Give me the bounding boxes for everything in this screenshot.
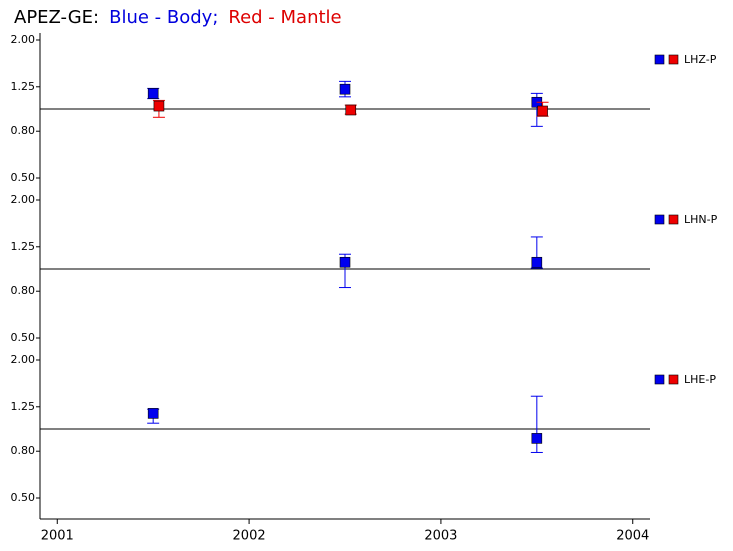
legend-label: LHN-P bbox=[684, 213, 718, 226]
point bbox=[147, 408, 159, 419]
point bbox=[339, 83, 351, 95]
point bbox=[153, 100, 165, 112]
y-tick-label: 1.25 bbox=[11, 240, 36, 253]
legend-label: LHE-P bbox=[684, 373, 716, 386]
legend-label: LHZ-P bbox=[684, 53, 717, 66]
title-part: Red - Mantle bbox=[228, 7, 341, 28]
y-tick-label: 0.80 bbox=[11, 444, 36, 457]
y-tick-label: 0.80 bbox=[11, 124, 36, 137]
y-tick-label: 2.00 bbox=[11, 353, 36, 366]
x-tick-label: 2001 bbox=[41, 529, 74, 544]
point bbox=[345, 104, 357, 116]
x-tick-label: 2003 bbox=[424, 529, 457, 544]
y-tick-label: 0.50 bbox=[11, 491, 36, 504]
legend-swatch bbox=[654, 214, 665, 225]
legend-swatch bbox=[654, 54, 665, 65]
point bbox=[339, 256, 351, 268]
legend-swatch bbox=[668, 214, 679, 225]
point bbox=[537, 105, 548, 117]
point bbox=[531, 433, 543, 444]
point bbox=[531, 256, 543, 268]
legend-swatch bbox=[654, 374, 665, 385]
x-tick-label: 2002 bbox=[233, 529, 266, 544]
legend-swatch bbox=[668, 374, 679, 385]
y-tick-label: 1.25 bbox=[11, 400, 36, 413]
point bbox=[147, 88, 159, 99]
x-tick-label: 2004 bbox=[616, 529, 649, 544]
y-tick-label: 0.80 bbox=[11, 284, 36, 297]
title-part: APEZ-GE: bbox=[14, 7, 99, 28]
legend-swatch bbox=[668, 54, 679, 65]
title-part: Blue - Body; bbox=[109, 7, 218, 28]
y-tick-label: 2.00 bbox=[11, 193, 36, 206]
chart-title: APEZ-GE: Blue - Body; Red - Mantle bbox=[14, 7, 342, 28]
y-tick-label: 0.50 bbox=[11, 171, 36, 184]
y-tick-label: 0.50 bbox=[11, 331, 36, 344]
y-tick-label: 2.00 bbox=[11, 33, 36, 46]
y-tick-label: 1.25 bbox=[11, 80, 36, 93]
